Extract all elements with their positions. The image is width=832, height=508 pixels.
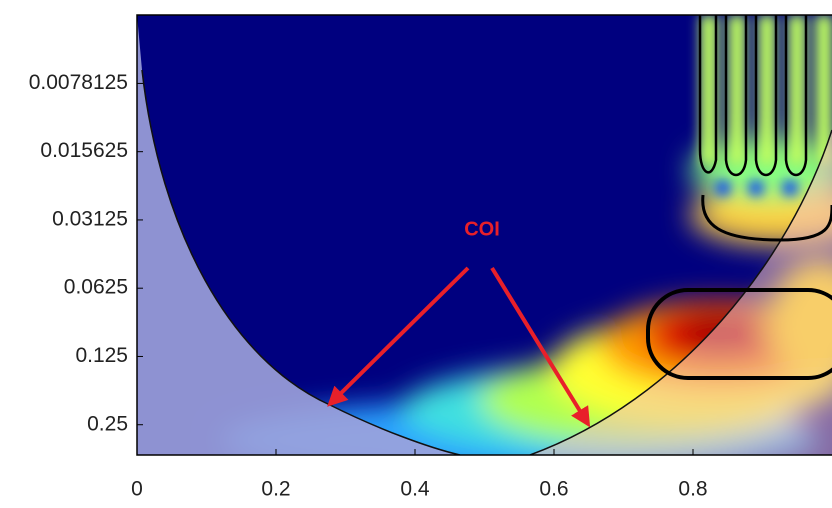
axes-frame [136, 14, 832, 456]
y-tick-label: 0.0625 [64, 276, 128, 299]
x-tick-label: 0.8 [678, 478, 707, 501]
y-tick-label: 0.03125 [52, 207, 128, 230]
annotation: COI [464, 218, 500, 240]
y-tick-label: 0.25 [87, 412, 128, 435]
x-tick-label: 0.4 [400, 478, 430, 501]
x-tick-label: 0 [131, 478, 143, 501]
y-tick-label: 0.125 [75, 344, 128, 367]
y-tick-label: 0.0078125 [29, 71, 128, 94]
annotation-arrows [327, 266, 591, 428]
x-tick-label: 0.6 [539, 478, 568, 501]
scalogram [137, 15, 832, 455]
y-tick-label: 0.015625 [40, 139, 128, 162]
x-tick-label: 0.2 [261, 478, 290, 501]
